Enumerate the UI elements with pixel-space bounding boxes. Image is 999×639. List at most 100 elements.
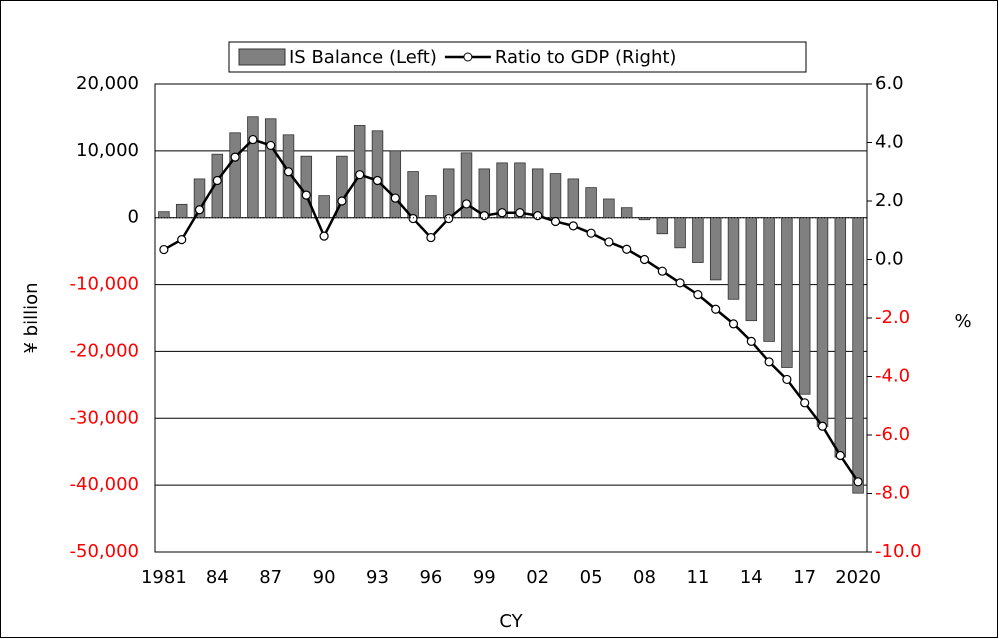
marker [728,319,739,329]
y2-tick-label: -8.0 [875,483,910,504]
marker [461,199,472,209]
marker [800,398,810,408]
marker [711,304,721,314]
bar [692,217,704,263]
bar [834,217,847,458]
marker [355,170,365,180]
bar [264,118,277,219]
bar [211,153,224,219]
x-tick-label: 02 [526,567,549,588]
bar [549,173,562,219]
x-tick-label: 17 [793,567,816,588]
marker [568,221,578,231]
bar [158,211,170,219]
marker [746,336,756,346]
marker [248,134,258,145]
x-tick-label: 11 [686,567,709,588]
y-tick-label: 20,000 [76,73,139,94]
bar [727,217,740,300]
bar [603,198,615,219]
bar [318,195,330,219]
bar [371,130,384,219]
bar [656,217,669,235]
marker [657,266,667,276]
legend-label: IS Balance (Left) [289,47,437,68]
x-tick-label: 14 [740,567,763,588]
x-tick-label: 93 [366,567,389,588]
y2-tick-label: 2.0 [875,190,904,211]
marker [337,196,347,206]
x-tick-label: 84 [206,567,229,588]
marker [426,232,436,243]
marker [764,357,774,367]
marker [479,211,489,221]
marker [693,290,703,300]
bar [620,207,633,219]
bar [745,217,758,322]
bar [763,217,775,342]
bar [514,162,526,219]
bar [816,217,829,427]
marker [586,228,596,238]
marker [177,235,187,245]
y2-tick-label: -2.0 [875,307,910,328]
x-axis-label: CY [499,611,523,632]
y-tick-label: -10,000 [70,274,139,295]
marker [550,216,561,227]
legend: IS Balance (Left) Ratio to GDP (Right) [228,41,807,73]
bar [798,217,811,395]
marker [408,213,418,224]
bar [175,203,188,219]
bar [567,178,580,219]
y2-tick-label: 4.0 [875,132,904,153]
marker [301,190,311,200]
marker [266,140,276,151]
x-tick-label: 2020 [835,567,881,588]
y-axis-label: ¥ billion [21,282,42,353]
legend-box [228,41,807,73]
x-tick-label: 87 [259,567,282,588]
bar [531,168,544,219]
y-tick-label: -50,000 [70,541,139,562]
bar [229,132,241,219]
marker [604,237,614,247]
x-tick-label: 90 [313,567,336,588]
y-tick-label: -30,000 [70,407,139,428]
marker [782,374,792,385]
y2-tick-label: -6.0 [875,424,910,445]
y2-tick-label: -4.0 [875,366,910,387]
bar [585,187,597,219]
bar [781,217,793,368]
marker [639,254,650,265]
bar [478,168,491,219]
bar [193,178,206,219]
marker [212,175,222,186]
bar [496,162,508,219]
x-tick-label: 1981 [141,567,187,588]
bar [389,150,402,219]
marker [159,244,169,255]
y-tick-label: 0 [128,207,139,228]
bar [460,152,473,219]
marker [817,421,828,431]
x-tick-label: 96 [419,567,442,588]
y2-tick-label: -10.0 [875,541,922,562]
y2-axis-label: % [954,311,971,332]
marker [319,231,329,241]
y-tick-label: -20,000 [70,340,139,361]
marker [230,152,240,162]
y2-tick-label: 0.0 [875,249,904,270]
bar [442,168,455,219]
bar [852,217,864,494]
legend-marker [463,52,473,62]
marker [515,208,525,218]
bar [425,195,437,219]
x-tick-label: 99 [473,567,496,588]
marker [835,450,845,461]
y-tick-label: 10,000 [76,140,139,161]
bar [674,217,686,249]
line [163,138,860,483]
x-tick-label: 05 [580,567,603,588]
marker [622,244,632,254]
